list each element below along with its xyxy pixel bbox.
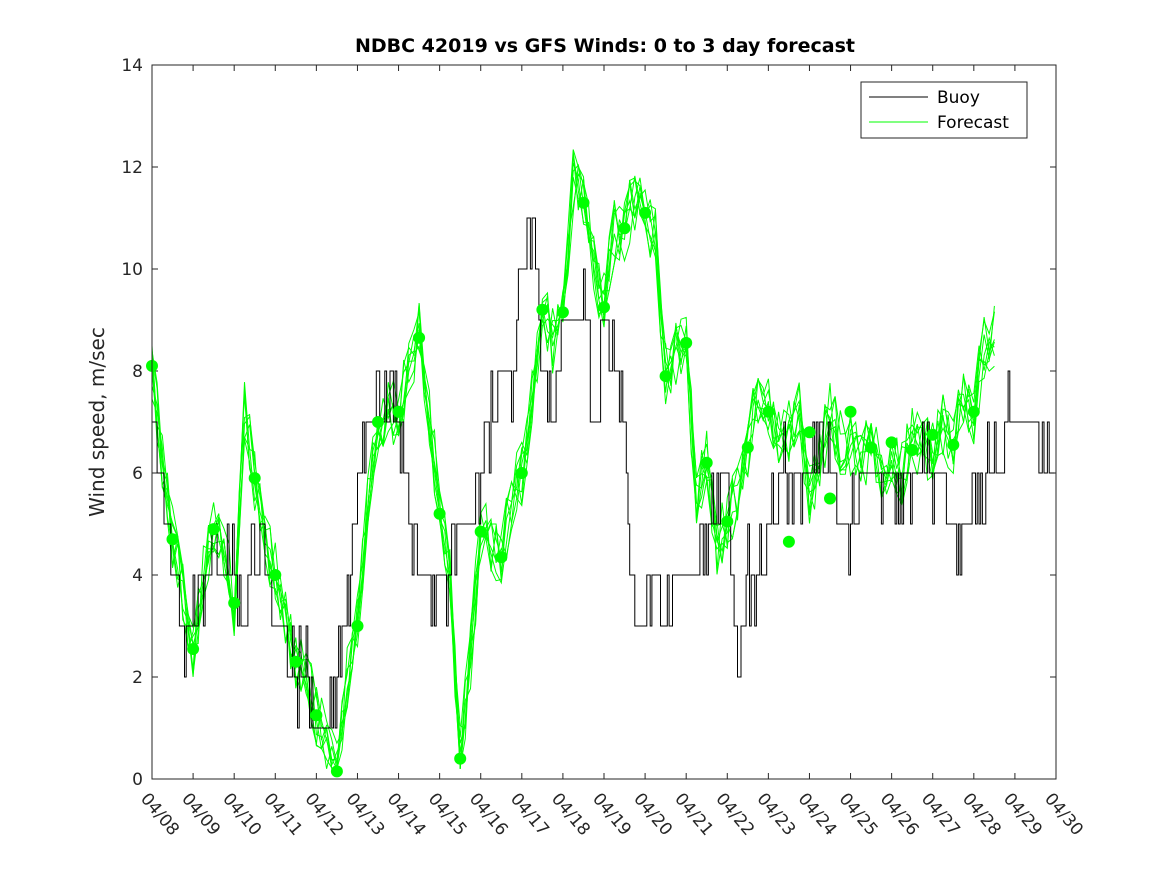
forecast-markers — [146, 196, 980, 778]
forecast-marker — [762, 405, 775, 418]
plot-frame — [151, 64, 1057, 780]
y-tick-label: 12 — [121, 158, 143, 178]
forecast-marker — [351, 620, 364, 632]
forecast-marker — [330, 765, 343, 778]
legend: Buoy Forecast — [860, 81, 1028, 139]
chart-title: NDBC 42019 vs GFS Winds: 0 to 3 day fore… — [355, 35, 855, 57]
forecast-marker — [310, 709, 323, 722]
forecast-marker — [659, 370, 672, 383]
forecast-marker — [844, 405, 857, 418]
series-area — [146, 149, 1055, 778]
forecast-marker — [926, 428, 939, 441]
forecast-marker — [433, 507, 446, 520]
forecast-marker — [536, 303, 549, 316]
forecast-marker — [680, 336, 693, 349]
forecast-marker — [207, 523, 220, 536]
forecast-marker — [824, 492, 836, 505]
forecast-marker — [598, 301, 610, 314]
forecast-marker — [947, 438, 960, 451]
legend-buoy-label: Buoy — [937, 88, 980, 108]
forecast-marker — [782, 535, 795, 548]
y-tick-label: 8 — [132, 362, 143, 382]
forecast-marker — [454, 752, 467, 765]
forecast-marker — [515, 467, 528, 479]
forecast-marker — [372, 416, 384, 428]
y-tick-label: 10 — [121, 260, 143, 280]
forecast-marker — [413, 331, 426, 344]
forecast-marker — [967, 405, 980, 418]
buoy-series — [152, 217, 1055, 729]
forecast-marker — [495, 551, 508, 564]
forecast-marker — [187, 643, 200, 655]
y-tick-label: 4 — [132, 566, 143, 586]
forecast-marker — [741, 441, 754, 454]
forecast-marker — [906, 444, 919, 456]
y-tick-label: 14 — [121, 56, 143, 76]
legend-forecast-label: Forecast — [937, 113, 1009, 133]
forecast-marker — [639, 206, 652, 219]
forecast-marker — [392, 405, 405, 418]
forecast-marker — [700, 456, 713, 469]
forecast-marker — [289, 655, 302, 668]
legend-box — [860, 81, 1028, 139]
y-tick-label: 0 — [132, 770, 143, 790]
forecast-marker — [618, 222, 631, 235]
forecast-marker — [228, 597, 241, 609]
y-axis-label: Wind speed, m/sec — [85, 327, 109, 517]
y-tick-label: 6 — [132, 464, 143, 484]
forecast-marker — [577, 196, 590, 209]
forecast-marker — [803, 426, 816, 439]
forecast-marker — [248, 472, 261, 485]
forecast-marker — [269, 569, 282, 581]
y-tick-label: 2 — [132, 668, 143, 688]
forecast-marker — [556, 306, 569, 319]
forecast-marker — [166, 533, 179, 546]
buoy-line — [152, 217, 1055, 729]
forecast-marker — [865, 441, 878, 454]
forecast-marker — [474, 525, 487, 538]
forecast-marker — [721, 515, 734, 528]
forecast-marker — [885, 436, 898, 449]
